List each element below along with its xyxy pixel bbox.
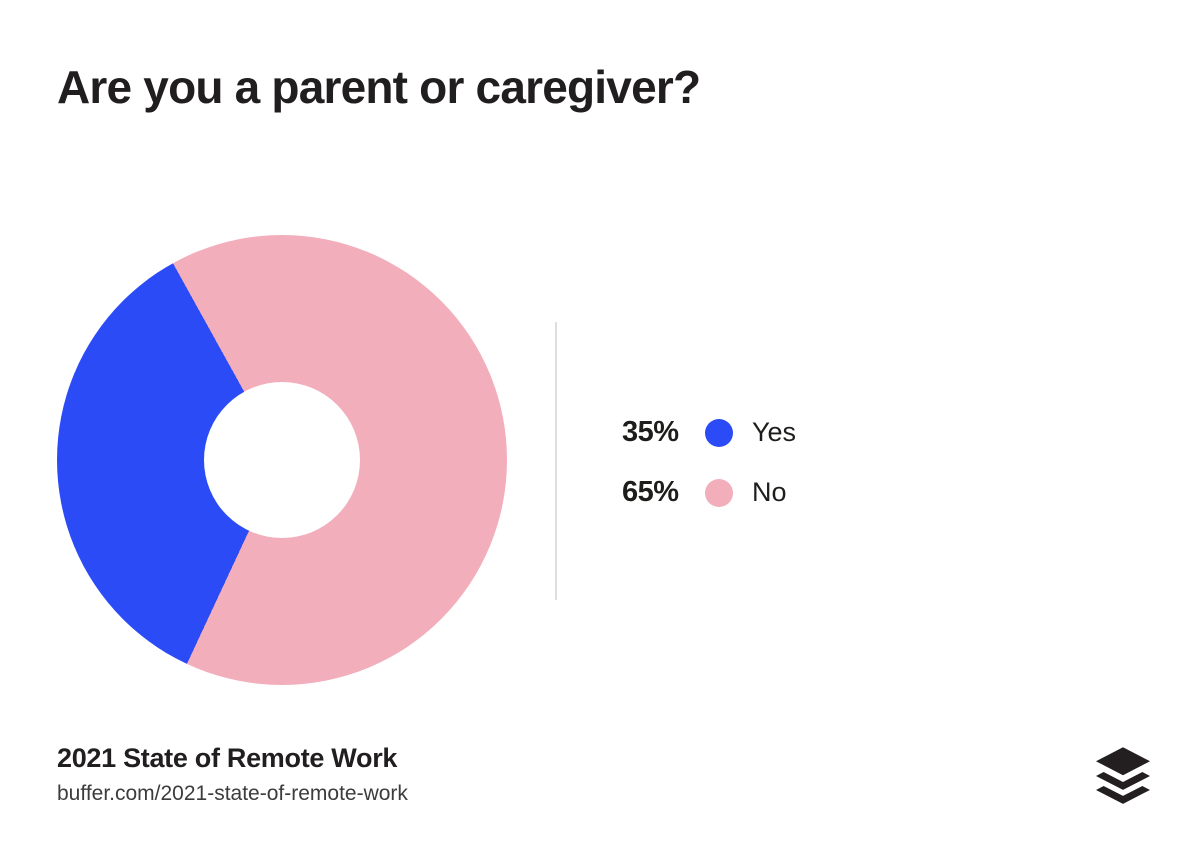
legend-dot-no-icon: [705, 478, 733, 507]
chart-title: Are you a parent or caregiver?: [57, 61, 701, 113]
buffer-logo-icon: [1096, 747, 1150, 804]
donut-chart: [57, 235, 507, 685]
legend-percent-yes: 35%: [622, 416, 679, 448]
legend-percent-no: 65%: [622, 476, 679, 508]
donut-hole: [204, 382, 360, 538]
legend-label-yes: Yes: [752, 417, 797, 447]
chart-legend: 35% Yes 65% No: [622, 416, 796, 509]
legend-divider: [555, 322, 557, 600]
report-title: 2021 State of Remote Work: [57, 743, 398, 773]
buffer-logo-top-layer: [1096, 747, 1150, 776]
legend-item-no: 65% No: [622, 476, 796, 509]
buffer-logo-bottom-layer: [1096, 786, 1150, 804]
legend-label-no: No: [752, 477, 787, 507]
legend-dot-yes-icon: [705, 418, 733, 447]
source-url: buffer.com/2021-state-of-remote-work: [57, 782, 408, 805]
buffer-logo-middle-layer: [1096, 772, 1150, 790]
legend-item-yes: 35% Yes: [622, 416, 796, 449]
